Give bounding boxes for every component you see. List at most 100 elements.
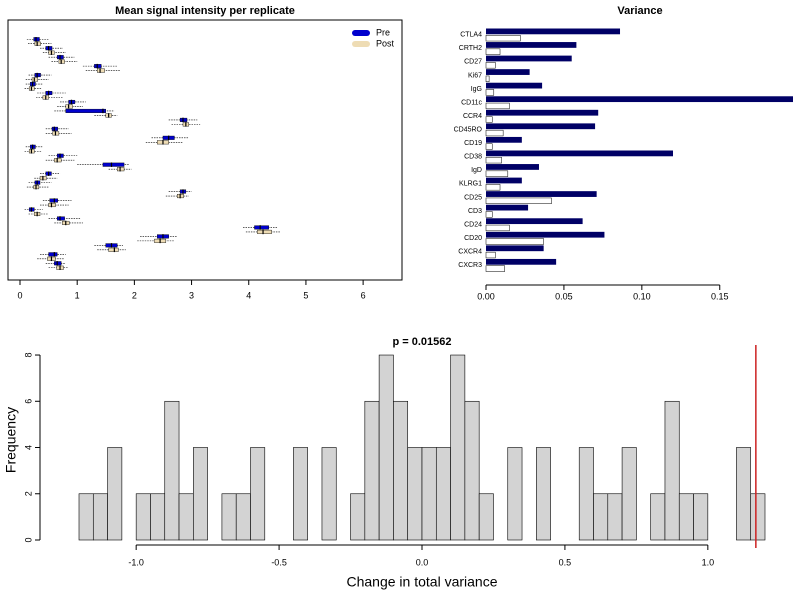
bar [178,493,194,541]
bar [485,48,501,55]
bar [378,354,394,541]
x-axis-label: Change in total variance [347,574,498,590]
legend-swatch [352,30,370,36]
y-tick-label: IgD [471,167,482,174]
box [56,216,65,221]
bar [486,231,605,238]
bar [750,493,766,541]
box [97,68,105,73]
x-tick-label: 0.10 [633,291,651,301]
bar [485,35,521,42]
bar [435,447,451,541]
y-tick-label: CD25 [464,194,482,201]
bar [235,493,251,541]
bar [664,400,680,541]
y-tick-label: 6 [23,399,33,404]
bar [193,447,208,541]
x-tick-label: 2 [132,290,137,300]
bar [485,184,501,191]
x-tick-label: 0.5 [559,557,572,567]
bar [485,224,510,232]
x-tick-label: -0.5 [271,557,287,567]
bar [486,42,577,48]
y-tick-label: CD11c [461,99,482,106]
bar [486,150,674,157]
bar [678,493,694,541]
x-tick-label: 1.0 [702,557,715,567]
bar [485,251,496,259]
bar [536,447,551,541]
bar [486,82,543,89]
y-tick-label: IgG [471,86,482,93]
bar [485,62,496,69]
y-tick-label: Ki67 [468,72,482,79]
chart-title: p = 0.01562 [392,336,451,348]
box [108,247,119,252]
x-tick-label: 4 [246,290,251,300]
bar [293,447,308,541]
y-tick-label: CD24 [464,221,482,228]
bar [486,177,522,184]
bar [486,258,557,265]
box [48,252,58,257]
bar [485,238,544,245]
bar [486,136,522,143]
bar [486,245,544,252]
y-tick-label: CD27 [464,59,482,66]
y-tick-label: CTLA4 [460,32,482,39]
y-tick-label: 4 [23,445,33,450]
bar [593,493,609,541]
chart-title: Mean signal intensity per replicate [115,5,295,17]
bar [486,123,596,130]
box [254,225,269,230]
panel-frame [7,19,403,281]
x-tick-label: 0.05 [555,291,573,301]
bar [92,493,108,541]
bar [478,493,494,541]
y-tick-label: KLRG1 [459,181,482,188]
bar [486,109,599,116]
bar [450,354,466,541]
legend-label: Post [376,38,395,48]
bar [150,493,166,541]
bar [486,28,621,35]
bar [421,447,437,541]
x-tick-label: -1.0 [128,557,144,567]
bar [485,265,505,272]
bar [485,116,493,123]
bar [607,493,623,541]
y-tick-label: 2 [23,491,33,496]
bar [486,191,597,197]
y-tick-label: CRTH2 [459,45,482,52]
legend-label: Pre [376,27,390,37]
bar [486,69,530,75]
bar [507,447,523,541]
bar [485,75,490,82]
x-tick-label: 0.00 [477,291,495,301]
bar [250,447,266,541]
bar [485,102,510,110]
y-tick-label: CCR4 [463,113,482,120]
y-tick-label: CXCR4 [458,249,482,256]
x-tick-label: 3 [189,290,194,300]
bar [464,400,480,541]
bar [78,493,94,541]
legend-swatch [352,41,370,47]
y-axis-label: Frequency [3,407,19,473]
x-tick-label: 0.15 [711,291,729,301]
bar [578,447,594,541]
bar [486,96,793,103]
bar [393,400,409,541]
bar [485,170,509,177]
y-tick-label: CD20 [464,235,482,242]
y-tick-label: CXCR3 [458,262,482,269]
bar [485,89,495,96]
x-tick-label: 1 [75,290,80,300]
bar [485,143,493,150]
bar [407,447,423,541]
box [65,108,106,113]
chart-title: Variance [617,5,662,17]
bar [485,129,504,137]
bar [650,493,666,541]
